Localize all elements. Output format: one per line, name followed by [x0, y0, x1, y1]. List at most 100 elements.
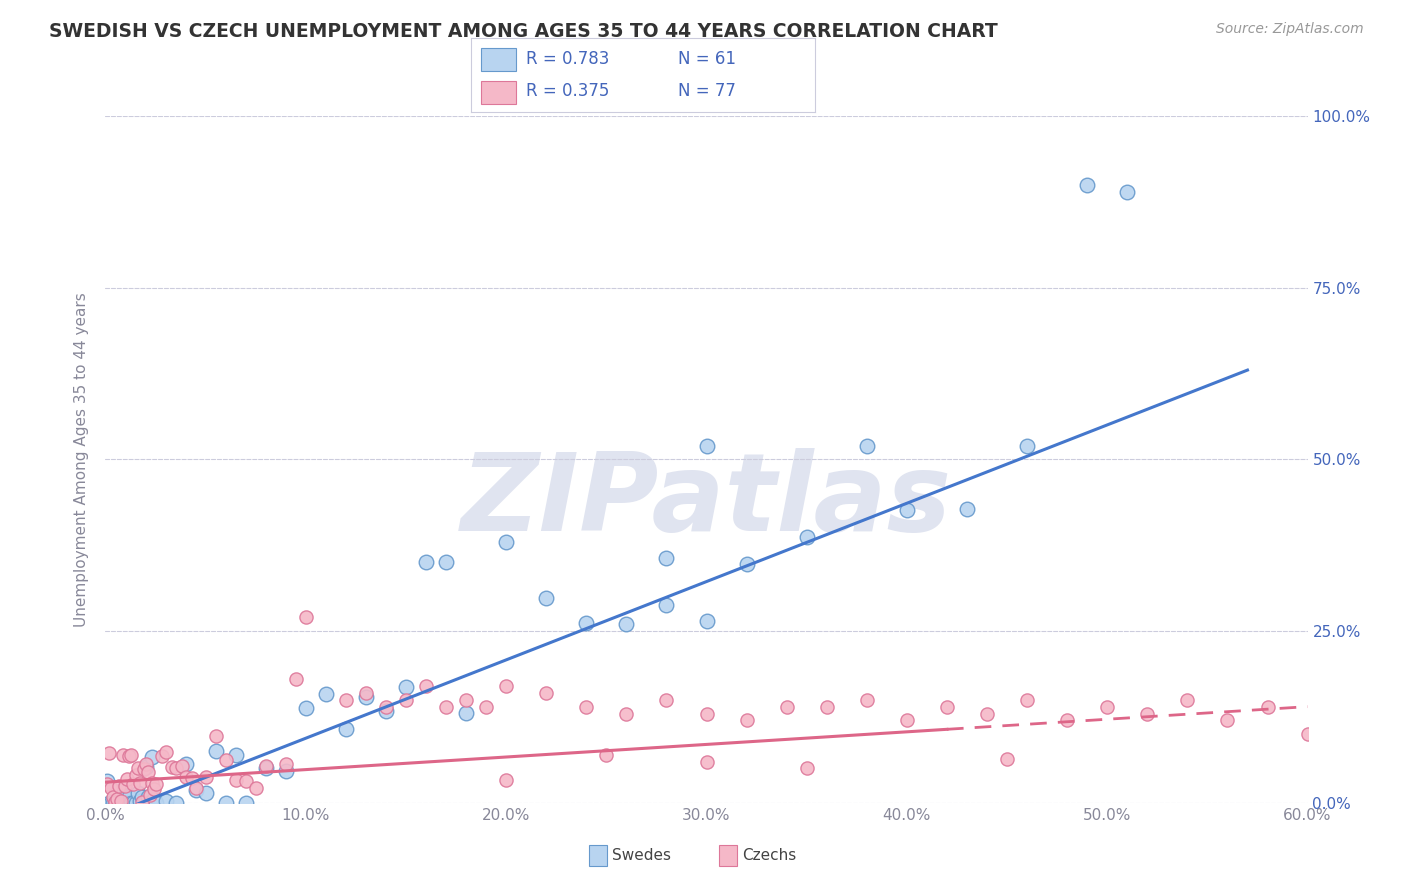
Point: [295, 701, 318, 715]
Point: [1257, 699, 1279, 714]
Point: [415, 555, 437, 570]
Point: [141, 749, 163, 764]
Point: [127, 760, 149, 774]
Point: [655, 692, 678, 706]
Point: [235, 774, 257, 789]
Point: [395, 692, 418, 706]
Point: [112, 748, 135, 763]
Text: Swedes: Swedes: [612, 848, 671, 863]
Point: [118, 789, 141, 804]
Text: N = 61: N = 61: [678, 50, 735, 68]
Point: [495, 534, 517, 549]
Point: [135, 760, 157, 774]
Point: [96, 773, 118, 788]
Point: [375, 704, 398, 718]
Point: [128, 776, 150, 790]
Point: [204, 744, 226, 758]
Point: [896, 714, 918, 728]
Point: [1177, 692, 1199, 706]
Bar: [481, 48, 516, 71]
Point: [138, 796, 160, 810]
Point: [107, 792, 129, 806]
Point: [495, 679, 517, 693]
Point: [112, 781, 135, 796]
Point: [284, 672, 307, 686]
Point: [295, 610, 318, 624]
Point: [118, 749, 141, 764]
Point: [696, 614, 718, 628]
Bar: [718, 846, 737, 865]
Point: [434, 699, 457, 714]
Point: [114, 779, 136, 793]
Point: [142, 791, 165, 805]
Point: [415, 679, 437, 693]
Point: [194, 786, 217, 800]
Point: [145, 796, 167, 810]
Point: [575, 699, 598, 714]
Point: [776, 699, 799, 714]
Point: [122, 777, 145, 791]
Point: [655, 598, 678, 612]
Point: [235, 796, 257, 810]
Point: [976, 706, 998, 721]
Point: [132, 796, 155, 810]
Point: [121, 796, 143, 810]
Point: [696, 706, 718, 721]
Point: [110, 796, 132, 810]
Point: [855, 692, 877, 706]
Point: [896, 502, 918, 516]
Point: [124, 796, 146, 810]
Point: [335, 723, 357, 737]
Point: [184, 783, 207, 797]
Point: [165, 796, 187, 810]
Point: [131, 795, 153, 809]
Point: [456, 692, 478, 706]
Text: SWEDISH VS CZECH UNEMPLOYMENT AMONG AGES 35 TO 44 YEARS CORRELATION CHART: SWEDISH VS CZECH UNEMPLOYMENT AMONG AGES…: [49, 22, 998, 41]
Point: [124, 767, 146, 781]
Point: [335, 692, 357, 706]
Point: [114, 796, 136, 810]
Point: [536, 591, 558, 605]
Point: [174, 770, 197, 784]
Point: [214, 796, 236, 810]
Point: [132, 762, 155, 776]
Point: [184, 781, 207, 796]
Point: [96, 777, 118, 791]
Point: [1136, 706, 1159, 721]
Point: [104, 795, 127, 809]
Point: [145, 777, 167, 791]
Point: [103, 789, 125, 804]
Point: [456, 706, 478, 720]
Point: [225, 747, 247, 762]
Bar: [589, 846, 607, 865]
Point: [110, 794, 132, 808]
Point: [1017, 692, 1039, 706]
Point: [595, 747, 617, 762]
Point: [100, 781, 122, 796]
Text: R = 0.375: R = 0.375: [526, 82, 609, 100]
Point: [107, 796, 129, 810]
Point: [214, 753, 236, 767]
Text: ZIPatlas: ZIPatlas: [461, 448, 952, 554]
Point: [375, 699, 398, 714]
Point: [100, 796, 122, 810]
Point: [616, 616, 638, 631]
Point: [103, 796, 125, 810]
Point: [136, 789, 159, 804]
Point: [956, 502, 979, 516]
Point: [735, 557, 758, 571]
Point: [495, 772, 517, 787]
Text: Czechs: Czechs: [742, 848, 796, 863]
Point: [174, 756, 197, 771]
Point: [122, 796, 145, 810]
Bar: [481, 81, 516, 104]
Point: [165, 761, 187, 775]
Point: [160, 759, 183, 773]
Point: [142, 782, 165, 797]
Point: [1017, 439, 1039, 453]
Point: [136, 765, 159, 780]
Point: [108, 796, 131, 810]
Point: [655, 550, 678, 565]
Point: [155, 745, 177, 759]
Point: [138, 789, 160, 803]
